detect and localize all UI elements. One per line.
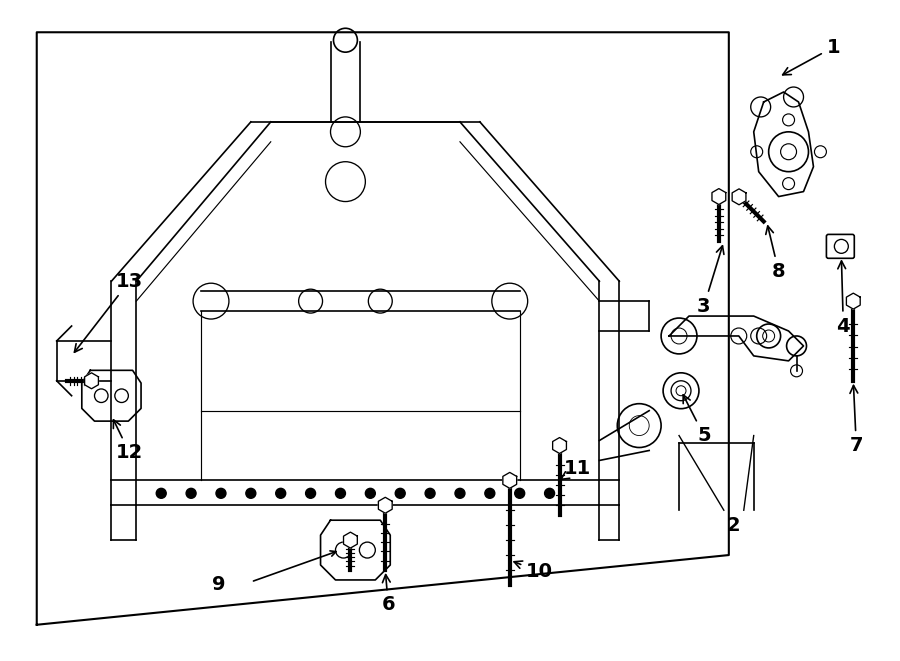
- Polygon shape: [846, 293, 860, 309]
- Text: 5: 5: [683, 395, 711, 445]
- Circle shape: [485, 488, 495, 498]
- Circle shape: [395, 488, 405, 498]
- Circle shape: [157, 488, 166, 498]
- Polygon shape: [378, 497, 392, 513]
- Circle shape: [365, 488, 375, 498]
- Text: 6: 6: [382, 574, 395, 614]
- Circle shape: [186, 488, 196, 498]
- Circle shape: [544, 488, 554, 498]
- Circle shape: [216, 488, 226, 498]
- Circle shape: [663, 373, 699, 408]
- Text: 4: 4: [836, 261, 850, 336]
- Circle shape: [306, 488, 316, 498]
- Polygon shape: [553, 438, 566, 453]
- Text: 12: 12: [113, 420, 143, 462]
- Text: 11: 11: [561, 459, 591, 480]
- Polygon shape: [85, 373, 98, 389]
- Polygon shape: [712, 188, 725, 204]
- Circle shape: [246, 488, 256, 498]
- Text: 3: 3: [698, 246, 724, 315]
- Text: 9: 9: [212, 576, 226, 594]
- Text: 2: 2: [727, 516, 741, 535]
- Text: 13: 13: [75, 272, 143, 352]
- Text: 8: 8: [766, 226, 786, 281]
- Text: 1: 1: [783, 38, 841, 75]
- Circle shape: [275, 488, 285, 498]
- FancyBboxPatch shape: [826, 235, 854, 258]
- Text: 10: 10: [514, 561, 554, 582]
- Polygon shape: [503, 473, 517, 488]
- Circle shape: [336, 488, 346, 498]
- Circle shape: [455, 488, 465, 498]
- Polygon shape: [344, 532, 357, 548]
- Text: 7: 7: [850, 385, 863, 455]
- Circle shape: [515, 488, 525, 498]
- Polygon shape: [732, 189, 746, 205]
- Circle shape: [425, 488, 435, 498]
